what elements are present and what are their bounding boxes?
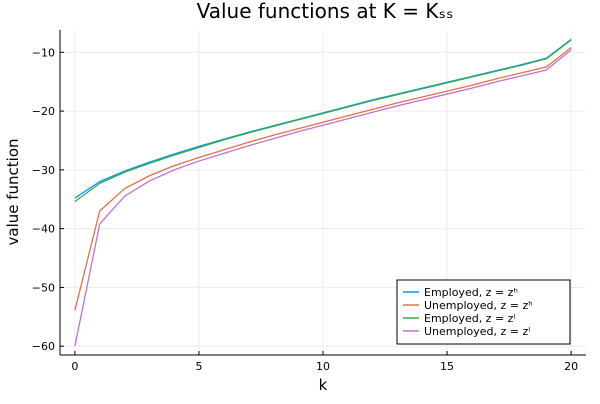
y-axis-title: value function	[4, 138, 22, 245]
series-line-3	[74, 39, 572, 203]
y-tick-label: −60	[32, 340, 55, 353]
y-tick-label: −30	[32, 164, 55, 177]
chart-title: Value functions at K = Kₛₛ	[197, 0, 454, 23]
series	[74, 38, 572, 347]
x-tick-label: 5	[195, 360, 202, 373]
x-axis-title: k	[319, 376, 328, 394]
x-tick-label: 20	[564, 360, 578, 373]
x-tick-label: 0	[71, 360, 78, 373]
y-tick-label: −20	[32, 105, 55, 118]
ticks: 0 5 10 15 20 −60 −50 −40 −30 −20 −10	[32, 46, 578, 373]
legend-box	[396, 279, 571, 345]
y-tick-label: −50	[32, 281, 55, 294]
legend-label: Unemployed, z = zʰ	[424, 299, 533, 312]
legend-label: Employed, z = zʰ	[424, 286, 518, 299]
legend-label: Employed, z = zˡ	[424, 312, 515, 325]
series-line-2	[74, 47, 572, 311]
series-line-4	[74, 49, 572, 347]
legend-label: Unemployed, z = zˡ	[424, 325, 530, 338]
grid	[60, 30, 586, 355]
x-tick-label: 15	[440, 360, 454, 373]
y-tick-label: −40	[32, 223, 55, 236]
x-tick-label: 10	[316, 360, 330, 373]
y-tick-label: −10	[32, 46, 55, 59]
